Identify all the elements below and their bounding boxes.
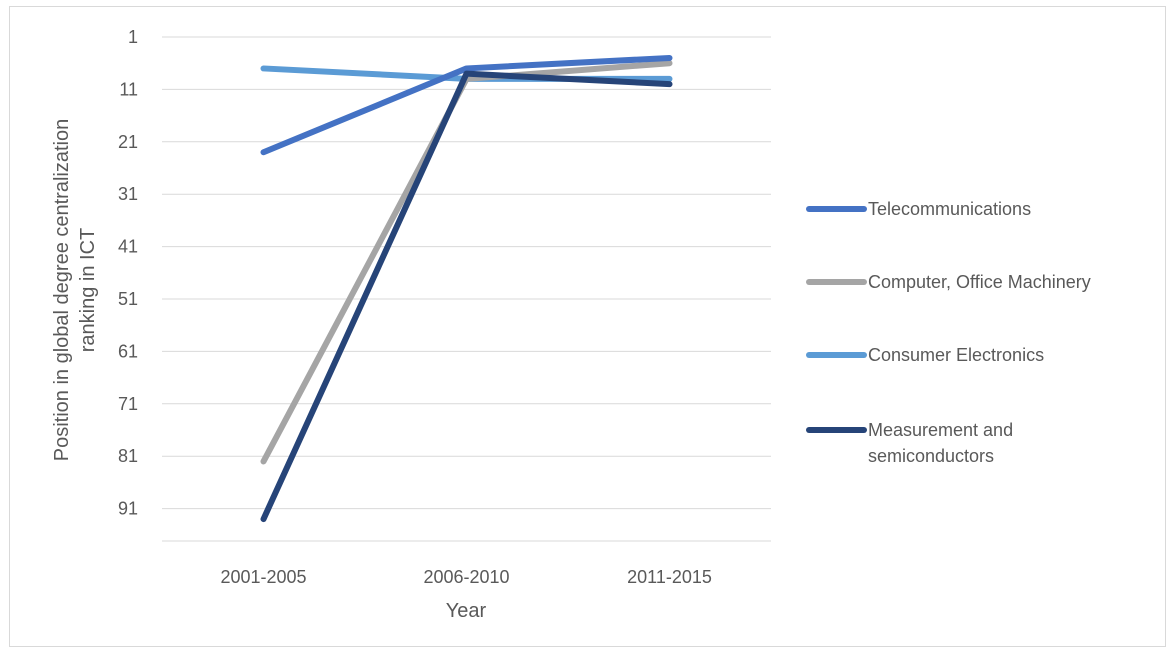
legend-label: Computer, Office Machinery: [868, 272, 1091, 292]
y-tick-label: 71: [118, 394, 138, 414]
gridlines: [162, 36, 771, 510]
y-axis-title-line-1: Position in global degree centralization: [51, 119, 73, 461]
legend: Telecommunications Computer, Office Machi…: [806, 199, 1091, 466]
y-tick-label: 51: [118, 289, 138, 309]
legend-label: semiconductors: [868, 446, 994, 466]
series-line: [260, 70, 673, 523]
x-tick-label: 2006-2010: [423, 567, 509, 587]
y-tick-label: 11: [119, 79, 138, 99]
x-tick-label: 2011-2015: [627, 567, 712, 587]
y-tick-label: 21: [118, 132, 138, 152]
chart-frame: [9, 6, 1166, 647]
y-tick-label: 81: [118, 446, 138, 466]
y-tick-label: 41: [118, 237, 138, 257]
y-tick-label: 61: [118, 341, 138, 361]
y-tick-label: 91: [118, 499, 138, 519]
x-tick-labels: 2001-2005 2006-2010 2011-2015: [220, 567, 711, 587]
series-line: [260, 54, 673, 156]
x-axis-title: Year: [446, 600, 487, 622]
legend-label: Measurement and: [868, 420, 1013, 440]
y-tick-label: 1: [128, 27, 138, 47]
series-lines: [260, 54, 673, 523]
x-tick-label: 2001-2005: [220, 567, 306, 587]
legend-label: Consumer Electronics: [868, 345, 1044, 365]
y-axis-title: Position in global degree centralization…: [51, 119, 99, 461]
legend-label: Telecommunications: [868, 199, 1031, 219]
y-axis-title-line-2: ranking in ICT: [77, 228, 99, 353]
y-tick-label: 31: [118, 184, 138, 204]
series-line: [260, 60, 673, 465]
